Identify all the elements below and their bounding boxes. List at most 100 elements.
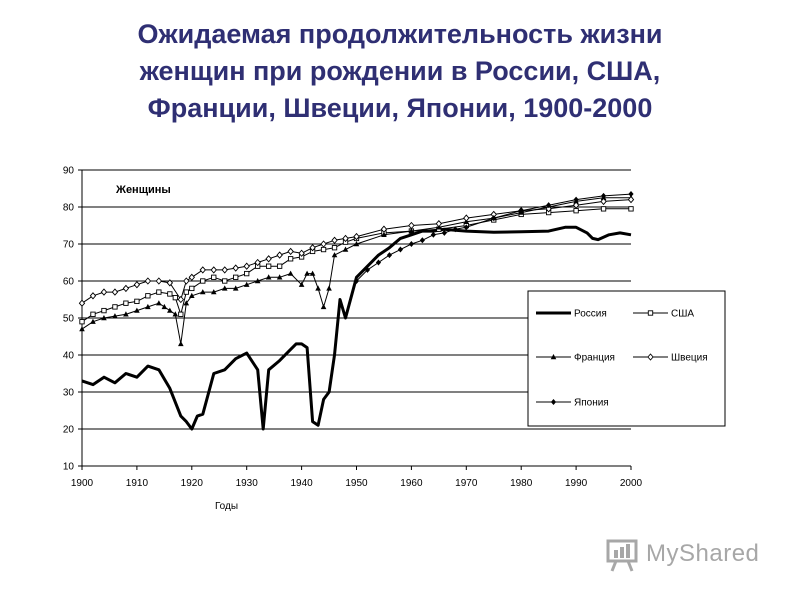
data-point-series-5 [408,241,414,247]
data-point-series-2 [244,270,250,277]
data-point-series-4 [331,236,338,244]
data-point-series-4 [144,277,152,285]
data-point-series-2 [145,293,151,299]
data-point-series-5 [491,215,497,222]
data-point-series-3 [298,281,305,287]
x-tick-label: 1970 [455,478,478,489]
x-tick-label: 1940 [290,478,313,489]
data-point-series-5 [397,246,404,253]
data-point-series-4 [111,288,119,296]
data-point-series-4 [177,295,185,304]
data-point-series-3 [167,307,173,313]
data-point-series-3 [134,307,140,313]
data-point-series-5 [441,229,447,236]
data-point-series-2 [276,263,283,269]
slide-title: Ожидаемая продолжительность жизни женщин… [40,16,760,127]
data-point-series-4 [221,266,228,274]
slide-title-line-1: Ожидаемая продолжительность жизни [137,19,663,49]
data-point-series-3 [232,285,239,291]
y-tick-label: 70 [63,240,75,251]
data-point-series-4 [380,225,388,233]
slide-title-line-2: женщин при рождении в России, США, [139,56,661,86]
data-point-series-3 [254,278,261,284]
data-point-series-2 [287,256,294,262]
data-point-series-4 [199,266,206,274]
data-point-series-3 [90,318,96,324]
data-point-series-2 [134,298,140,304]
data-point-series-3 [161,303,168,310]
legend-box [527,290,726,427]
data-point-series-2 [189,285,195,292]
data-point-series-3 [326,285,332,291]
data-point-series-2 [628,206,634,212]
data-point-series-2 [200,278,206,284]
data-point-series-3 [320,303,327,310]
data-point-series-3 [331,252,338,258]
data-point-series-3 [79,326,85,332]
data-point-series-5 [518,207,524,214]
y-tick-label: 40 [63,351,75,362]
data-point-series-3 [210,289,217,295]
data-point-series-4 [166,279,174,287]
data-point-series-4 [155,277,163,285]
y-tick-label: 50 [63,314,75,325]
data-point-series-2 [320,246,327,253]
data-point-series-4 [309,244,316,252]
data-point-series-4 [133,281,141,289]
data-point-series-3 [145,303,151,310]
legend-marker-3 [550,354,557,360]
legend-label-3: Франция [574,353,615,364]
data-point-series-4 [287,247,294,256]
x-tick-label: 1900 [71,478,94,489]
data-point-series-3 [156,300,162,306]
slide-title-line-3: Франции, Швеции, Японии, 1900-2000 [147,93,653,123]
y-tick-label: 60 [63,277,75,288]
data-point-series-4 [298,249,305,257]
x-tick-label: 2000 [620,478,643,489]
data-point-series-5 [628,191,634,198]
data-point-series-4 [210,266,217,274]
data-point-series-3 [221,285,228,291]
data-point-series-3 [304,270,310,276]
x-tick-label: 1910 [126,478,149,489]
y-tick-label: 80 [63,203,75,214]
data-point-series-3 [199,289,206,295]
data-point-series-5 [419,237,425,244]
x-tick-label: 1980 [510,478,533,489]
data-point-series-3 [101,315,107,321]
data-point-series-2 [266,263,272,269]
data-point-series-4 [183,277,190,285]
data-point-series-5 [573,196,579,203]
data-point-series-5 [463,224,469,231]
legend-label-1: Россия [574,309,607,320]
data-point-series-3 [265,274,272,280]
data-point-series-3 [183,300,190,306]
x-tick-label: 1920 [181,478,204,489]
data-point-series-4 [78,299,86,307]
x-tick-label: 1930 [236,478,259,489]
logo-text: MyShared [646,540,760,567]
data-point-series-3 [309,270,316,276]
data-point-series-4 [342,234,349,243]
data-point-series-2 [172,295,178,301]
x-tick-label: 1950 [345,478,368,489]
data-point-series-3 [408,228,415,234]
data-point-series-3 [353,241,360,247]
data-point-series-4 [572,201,580,209]
data-point-series-3 [189,292,195,298]
data-point-series-2 [331,245,338,251]
data-point-series-2 [211,274,217,280]
data-point-series-4 [627,195,635,204]
data-point-series-2 [79,319,85,325]
data-point-series-3 [342,246,349,252]
data-point-series-5 [452,226,458,233]
presentation-board-icon [606,539,638,572]
y-tick-label: 30 [63,388,75,399]
data-point-series-4 [100,288,108,296]
y-tick-label: 20 [63,425,75,436]
data-point-series-3 [172,311,179,317]
data-point-series-4 [89,292,97,300]
data-point-series-2 [178,311,184,317]
data-point-series-2 [183,289,189,295]
data-point-series-3 [243,281,250,287]
